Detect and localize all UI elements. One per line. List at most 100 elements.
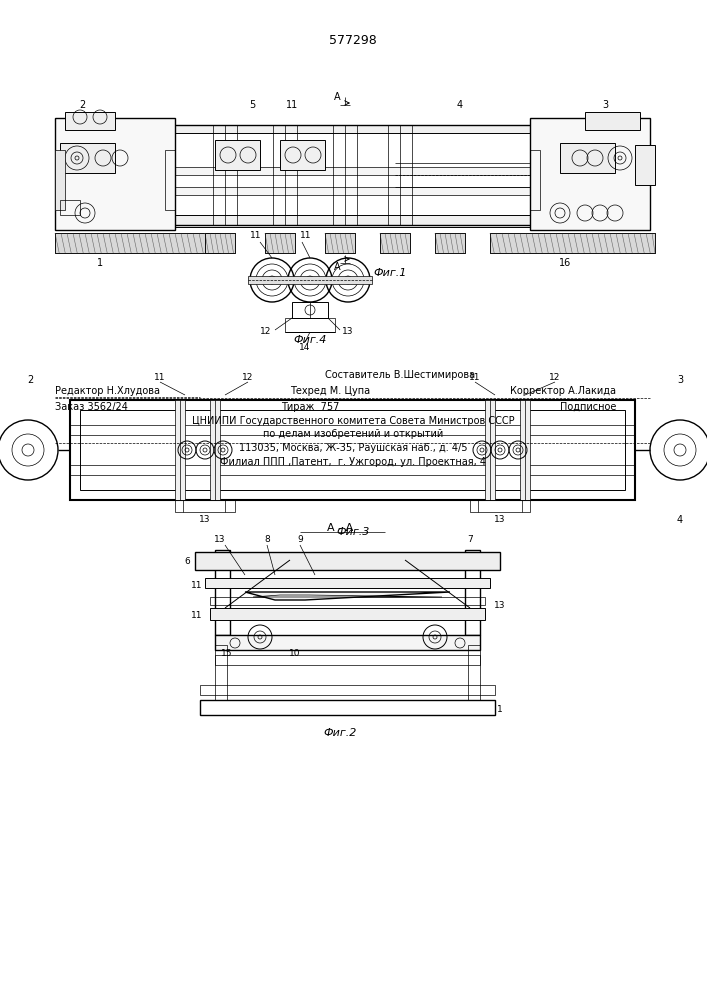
Bar <box>55 233 220 253</box>
Text: 11: 11 <box>250 232 262 240</box>
Text: А - А: А - А <box>327 523 353 533</box>
Text: Фиг.1: Фиг.1 <box>373 268 407 278</box>
Bar <box>200 700 495 715</box>
Text: 4: 4 <box>677 515 683 525</box>
Bar <box>165 150 175 210</box>
Bar <box>470 500 530 512</box>
Text: 7: 7 <box>467 536 473 544</box>
Bar <box>80 410 625 490</box>
Text: 113035, Москва, Ж-35, Раушская наб., д. 4/5: 113035, Москва, Ж-35, Раушская наб., д. … <box>239 443 467 453</box>
Bar <box>60 143 115 173</box>
Text: 3: 3 <box>677 375 683 385</box>
Bar <box>520 400 530 500</box>
Text: 6: 6 <box>184 558 190 566</box>
Bar <box>213 125 237 225</box>
Bar <box>530 118 650 230</box>
Bar <box>490 233 655 253</box>
Text: 577298: 577298 <box>329 33 377 46</box>
Bar <box>215 645 227 700</box>
Text: 16: 16 <box>559 258 571 268</box>
Bar <box>55 118 175 230</box>
Bar <box>60 125 645 225</box>
Text: 5: 5 <box>249 100 255 110</box>
Bar <box>560 143 615 173</box>
Bar <box>248 276 372 284</box>
Bar <box>490 233 655 253</box>
Bar <box>388 125 412 225</box>
Text: 12: 12 <box>243 373 254 382</box>
Bar <box>60 125 645 133</box>
Text: 15: 15 <box>221 648 233 658</box>
Bar <box>280 140 325 170</box>
Text: 11: 11 <box>300 232 312 240</box>
Bar <box>468 645 480 700</box>
Text: Тираж  757: Тираж 757 <box>281 402 339 412</box>
Text: Подписное: Подписное <box>560 402 617 412</box>
Text: 12: 12 <box>549 373 561 382</box>
Bar <box>325 233 355 253</box>
Bar <box>55 233 220 253</box>
Text: 2: 2 <box>27 375 33 385</box>
Bar <box>325 233 355 253</box>
Bar <box>70 400 635 500</box>
Text: Составитель В.Шестимирова: Составитель В.Шестимирова <box>325 370 475 380</box>
Text: 1: 1 <box>497 706 503 714</box>
Text: А: А <box>334 92 340 102</box>
Bar <box>215 550 230 635</box>
Bar <box>265 233 295 253</box>
Text: 13: 13 <box>342 328 354 336</box>
Bar <box>380 233 410 253</box>
Text: 13: 13 <box>494 516 506 524</box>
Text: 11: 11 <box>469 373 481 382</box>
Bar <box>530 150 540 210</box>
Text: Редактор Н.Хлудова: Редактор Н.Хлудова <box>55 386 160 396</box>
Bar <box>60 187 645 195</box>
Text: 11: 11 <box>192 580 203 589</box>
Text: Фиг.4: Фиг.4 <box>293 335 327 345</box>
Polygon shape <box>245 592 450 600</box>
Bar <box>210 400 220 500</box>
Text: 12: 12 <box>260 328 271 336</box>
Bar <box>205 233 235 253</box>
Bar <box>285 318 335 332</box>
Text: 13: 13 <box>214 536 226 544</box>
Text: по делам изобретений и открытий: по делам изобретений и открытий <box>263 429 443 439</box>
Text: Заказ 3562/24: Заказ 3562/24 <box>55 402 128 412</box>
Bar <box>292 302 328 318</box>
Bar <box>210 608 485 620</box>
Text: 10: 10 <box>289 648 300 658</box>
Bar <box>65 112 115 130</box>
Bar <box>273 125 297 225</box>
Bar <box>435 233 465 253</box>
Text: Фиг.3: Фиг.3 <box>337 527 370 537</box>
Bar <box>265 233 295 253</box>
Bar <box>465 550 480 635</box>
Text: 2: 2 <box>79 100 85 110</box>
Text: 13: 13 <box>494 600 506 609</box>
Bar <box>215 655 480 665</box>
Bar <box>60 200 80 215</box>
Bar <box>210 597 485 605</box>
Text: Техред М. Цупа: Техред М. Цупа <box>290 386 370 396</box>
Bar <box>215 635 480 650</box>
Bar <box>205 578 490 588</box>
Bar <box>485 400 495 500</box>
Text: 11: 11 <box>192 610 203 619</box>
Bar <box>585 112 640 130</box>
Text: 3: 3 <box>602 100 608 110</box>
Bar <box>380 233 410 253</box>
Text: Филиал ППП ,Патент,  г. Ужгород, ул. Проектная, 4: Филиал ППП ,Патент, г. Ужгород, ул. Прое… <box>220 457 486 467</box>
Bar <box>635 145 655 185</box>
Text: 11: 11 <box>286 100 298 110</box>
Text: 14: 14 <box>299 344 310 353</box>
Text: 1: 1 <box>97 258 103 268</box>
Bar <box>200 685 495 695</box>
Bar <box>175 500 235 512</box>
Text: 11: 11 <box>154 373 165 382</box>
Bar <box>175 400 185 500</box>
Text: 8: 8 <box>264 536 270 544</box>
Text: 13: 13 <box>199 516 211 524</box>
Text: 9: 9 <box>297 536 303 544</box>
Bar <box>60 167 645 175</box>
Text: 4: 4 <box>457 100 463 110</box>
